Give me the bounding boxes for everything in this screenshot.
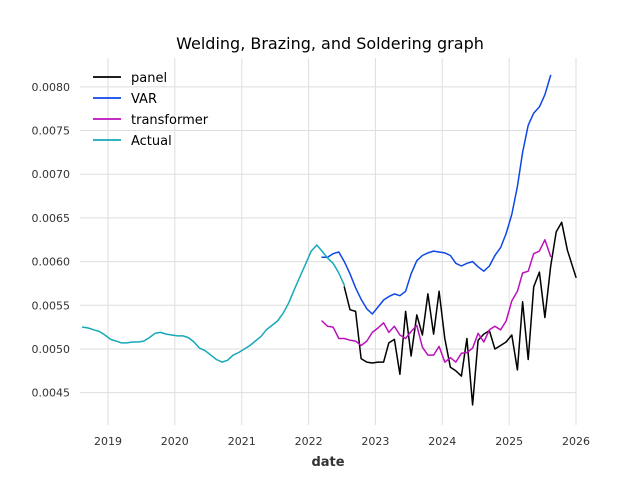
series-line-var xyxy=(321,74,552,315)
y-tick-label: 0.0075 xyxy=(32,125,71,138)
series-line-panel xyxy=(343,221,577,406)
x-axis-label: date xyxy=(311,455,344,470)
legend-label-panel: panel xyxy=(131,71,167,86)
legend-label-var: VAR xyxy=(131,92,157,107)
x-tick-label: 2023 xyxy=(361,435,389,448)
y-tick-label: 0.0060 xyxy=(32,256,71,269)
legend-label-transformer: transformer xyxy=(131,113,209,128)
y-tick-label: 0.0080 xyxy=(32,81,71,94)
x-tick-label: 2020 xyxy=(161,435,189,448)
y-tick-label: 0.0065 xyxy=(32,212,71,225)
y-axis: 0.0045 0.0050 0.0055 0.0060 0.0065 0.0070 0.00… xyxy=(32,81,71,400)
legend: panel VAR transformer Actual xyxy=(93,71,209,149)
series-line-transformer xyxy=(321,239,552,363)
x-tick-label: 2024 xyxy=(428,435,456,448)
grid xyxy=(80,58,577,425)
x-tick-label: 2026 xyxy=(562,435,590,448)
x-tick-label: 2022 xyxy=(295,435,323,448)
x-tick-label: 2021 xyxy=(228,435,256,448)
plot-area xyxy=(81,74,577,406)
y-tick-label: 0.0055 xyxy=(32,299,71,312)
y-tick-label: 0.0050 xyxy=(32,343,71,356)
legend-label-actual: Actual xyxy=(131,134,172,149)
series-line-actual xyxy=(81,244,346,363)
y-tick-label: 0.0045 xyxy=(32,387,71,400)
x-tick-label: 2019 xyxy=(94,435,122,448)
x-tick-label: 2025 xyxy=(495,435,523,448)
chart-title: Welding, Brazing, and Soldering graph xyxy=(176,34,484,53)
x-axis: 2019 2020 2021 2022 2023 2024 2025 2026 xyxy=(94,435,590,448)
y-tick-label: 0.0070 xyxy=(32,168,71,181)
